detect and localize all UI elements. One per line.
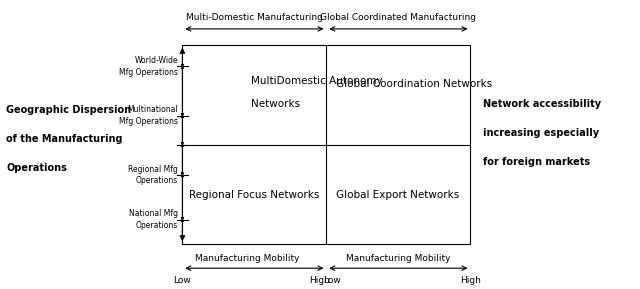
Text: Operations: Operations <box>6 163 67 173</box>
Text: Global Coordination Networks: Global Coordination Networks <box>336 79 492 89</box>
Text: High: High <box>460 276 481 285</box>
Text: World-Wide: World-Wide <box>134 56 178 65</box>
Text: of the Manufacturing: of the Manufacturing <box>6 134 123 144</box>
Text: Manufacturing Mobility: Manufacturing Mobility <box>346 254 451 263</box>
Text: increasing especially: increasing especially <box>483 128 599 138</box>
Text: High: High <box>310 276 330 285</box>
Text: Low: Low <box>323 276 340 285</box>
Text: Network accessibility: Network accessibility <box>483 99 602 109</box>
Text: National Mfg: National Mfg <box>129 209 178 218</box>
Text: Multi-Domestic Manufacturing: Multi-Domestic Manufacturing <box>186 13 323 22</box>
Text: Mfg Operations: Mfg Operations <box>119 68 178 77</box>
Text: Global Export Networks: Global Export Networks <box>336 190 460 200</box>
Text: MultiDomestic Autonomy

Networks: MultiDomestic Autonomy Networks <box>251 76 383 109</box>
Text: Geographic Dispersion: Geographic Dispersion <box>6 105 132 115</box>
Text: Mfg Operations: Mfg Operations <box>119 117 178 126</box>
Bar <box>182 45 470 244</box>
Text: for foreign markets: for foreign markets <box>483 157 590 167</box>
Text: Low: Low <box>173 276 191 285</box>
Text: Regional Focus Networks: Regional Focus Networks <box>189 190 319 200</box>
Text: Global Coordinated Manufacturing: Global Coordinated Manufacturing <box>320 13 476 22</box>
Text: Operations: Operations <box>136 176 178 185</box>
Text: Regional Mfg: Regional Mfg <box>128 164 178 174</box>
Text: Operations: Operations <box>136 221 178 230</box>
Text: Multinational: Multinational <box>127 105 178 114</box>
Text: Manufacturing Mobility: Manufacturing Mobility <box>195 254 300 263</box>
